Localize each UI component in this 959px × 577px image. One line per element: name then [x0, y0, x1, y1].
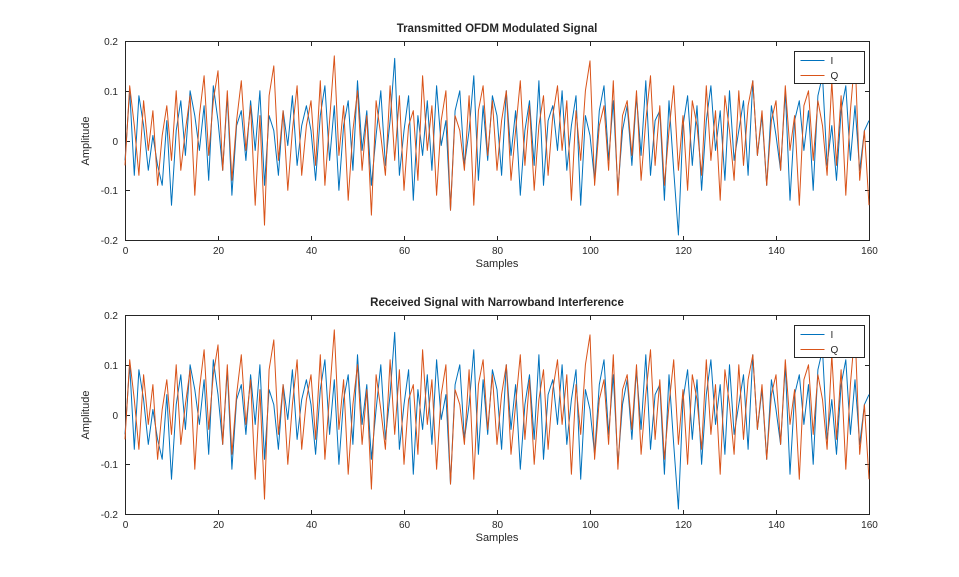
x-tick-label: 40	[306, 246, 318, 257]
chart-title-received: Received Signal with Narrowband Interfer…	[370, 297, 624, 309]
y-tick-label: 0	[112, 137, 118, 148]
chart-received: 0 20 40 60 80 100 120 140 160 -0.2 -0.1 0 0.1 0.2 IQ	[101, 311, 879, 531]
x-tick-label: 160	[861, 520, 878, 531]
series-line-I	[124, 57, 870, 236]
legend-label-Q: Q	[831, 345, 839, 356]
series-line-Q	[124, 329, 870, 500]
y-tick-label: 0	[112, 411, 118, 422]
legend-box	[794, 51, 865, 84]
chart-transmitted: 0 20 40 60 80 100 120 140 160 -0.2 -0.1 0 0.1 0.2 IQ	[101, 37, 879, 257]
x-tick-label: 60	[399, 246, 411, 257]
x-tick-label: 40	[306, 520, 318, 531]
y-tick-label: -0.1	[101, 460, 119, 471]
legend: IQ	[794, 51, 865, 84]
y-tick-label: 0.2	[104, 311, 118, 322]
x-tick-label: 60	[399, 520, 411, 531]
legend-label-Q: Q	[831, 71, 839, 82]
series-line-Q	[124, 55, 870, 226]
x-tick-label: 20	[213, 520, 225, 531]
x-tick-label: 0	[123, 246, 129, 257]
x-tick-label: 120	[675, 246, 692, 257]
y-axis-label-transmitted: Amplitude	[80, 116, 92, 166]
x-axis-label-received: Samples	[475, 532, 519, 544]
legend-label-I: I	[831, 330, 834, 341]
x-tick-label: 80	[492, 520, 504, 531]
x-tick-label: 140	[768, 520, 785, 531]
x-tick-label: 100	[582, 520, 599, 531]
x-tick-label: 100	[582, 246, 599, 257]
x-tick-label: 160	[861, 246, 878, 257]
series-line-I	[124, 331, 870, 510]
y-tick-label: 0.1	[104, 361, 118, 372]
x-tick-label: 20	[213, 246, 225, 257]
axes-box	[125, 315, 870, 515]
y-axis-label-received: Amplitude	[80, 390, 92, 440]
axes-box	[125, 41, 870, 241]
y-tick-label: 0.2	[104, 37, 118, 48]
y-tick-label: -0.1	[101, 186, 119, 197]
x-tick-label: 120	[675, 520, 692, 531]
x-tick-label: 0	[123, 520, 129, 531]
y-tick-label: -0.2	[101, 236, 119, 247]
x-tick-label: 80	[492, 246, 504, 257]
chart-title-transmitted: Transmitted OFDM Modulated Signal	[396, 23, 598, 35]
y-tick-label: -0.2	[101, 510, 119, 521]
x-axis-label-transmitted: Samples	[475, 258, 519, 270]
legend-box	[794, 325, 865, 358]
legend: IQ	[794, 325, 865, 358]
x-tick-label: 140	[768, 246, 785, 257]
y-tick-label: 0.1	[104, 87, 118, 98]
legend-label-I: I	[831, 56, 834, 67]
